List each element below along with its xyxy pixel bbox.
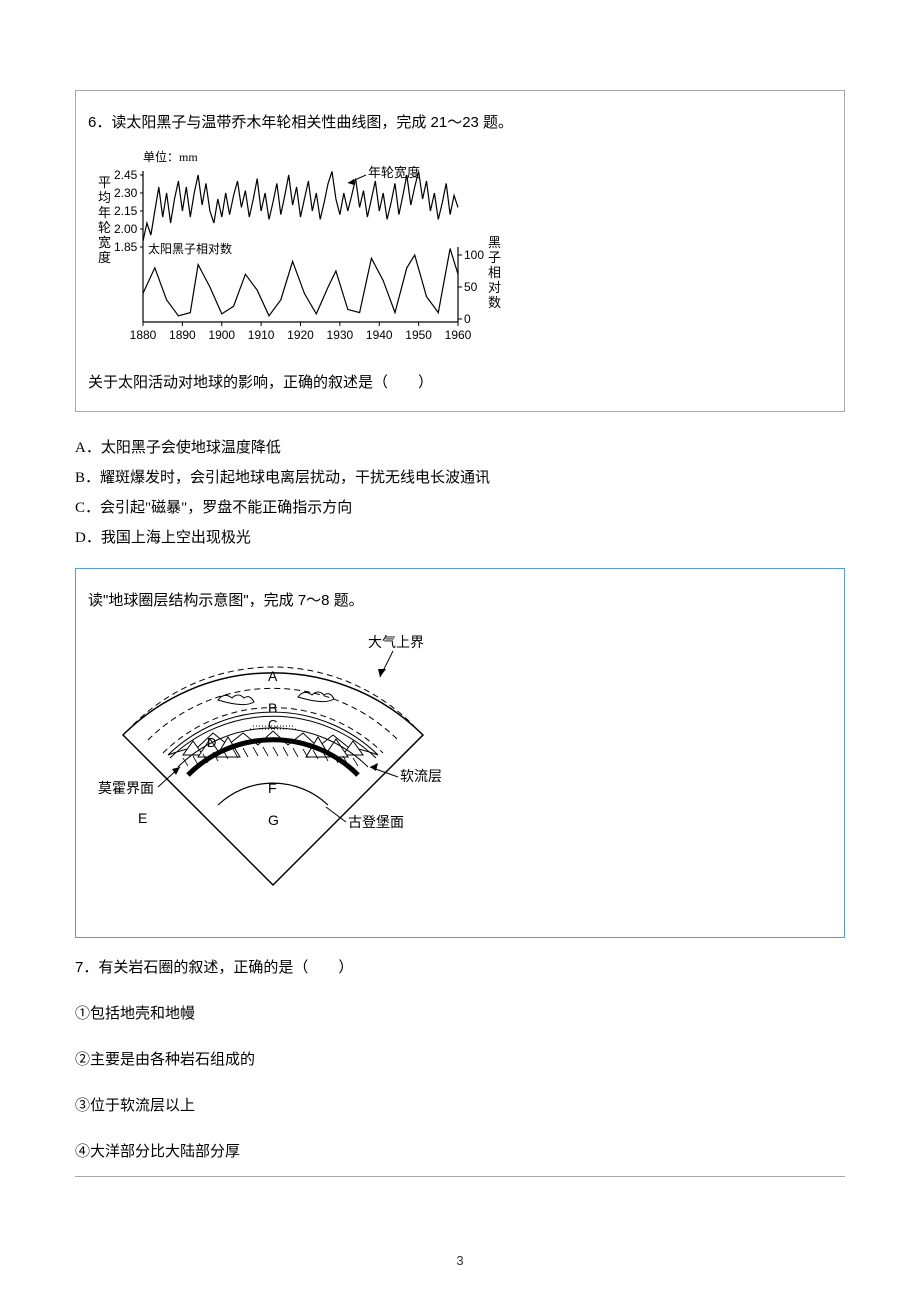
ytick-left-1: 2.30 <box>114 186 138 200</box>
label-F: F <box>268 780 277 796</box>
y-left-label-5: 宽 <box>98 235 111 250</box>
y-right-label-4: 对 <box>488 280 501 295</box>
y-left-label-3: 年 <box>98 205 111 220</box>
svg-text:1960: 1960 <box>445 328 472 342</box>
legend-top-arrow <box>348 179 354 185</box>
y-left-label-6: 度 <box>98 250 111 265</box>
label-G: G <box>268 812 279 828</box>
label-asthenosphere: 软流层 <box>400 769 442 785</box>
y-right-label-1: 黑 <box>488 235 501 250</box>
chart-unit-label: 单位：mm <box>143 149 198 164</box>
label-gutenberg: 古登堡面 <box>348 815 404 831</box>
ytick-left-4: 1.85 <box>114 240 138 254</box>
svg-text:1910: 1910 <box>248 328 275 342</box>
question-7-block: 7．有关岩石圈的叙述，正确的是（ ） ①包括地壳和地幔 ②主要是由各种岩石组成的… <box>75 956 845 1177</box>
ytick-right-1: 50 <box>464 280 478 294</box>
q6-option-a: A．太阳黑子会使地球温度降低 <box>75 436 845 460</box>
y-left-label-4: 轮 <box>98 220 111 235</box>
svg-text:1890: 1890 <box>169 328 196 342</box>
q6-title: 6．读太阳黑子与温带乔木年轮相关性曲线图，完成 21～23 题。 <box>88 111 832 135</box>
label-atmosphere-top: 大气上界 <box>368 635 424 651</box>
ytick-right-2: 0 <box>464 312 471 326</box>
q6-option-d: D．我国上海上空出现极光 <box>75 526 845 550</box>
question-6-block: 6．读太阳黑子与温带乔木年轮相关性曲线图，完成 21～23 题。 单位：mm 平… <box>75 90 845 412</box>
svg-text:1940: 1940 <box>366 328 393 342</box>
q6-option-c: C．会引起"磁暴"，罗盘不能正确指示方向 <box>75 496 845 520</box>
q6-chart: 单位：mm 平 均 年 轮 宽 度 2.45 2.30 2.15 2.00 1.… <box>88 147 832 357</box>
label-C: C <box>268 717 277 732</box>
q7-statement-4: ④大洋部分比大陆部分厚 <box>75 1140 845 1164</box>
y-left-label-1: 平 <box>98 175 111 190</box>
q7-statement-2: ②主要是由各种岩石组成的 <box>75 1048 845 1072</box>
q7-statement-3: ③位于软流层以上 <box>75 1094 845 1118</box>
sunspot-line <box>143 249 458 316</box>
q6-subquestion: 关于太阳活动对地球的影响，正确的叙述是（ ） <box>88 371 832 395</box>
label-moho: 莫霍界面 <box>98 781 154 797</box>
ytick-left-2: 2.15 <box>114 204 138 218</box>
label-A: A <box>268 668 278 684</box>
q7-title: 7．有关岩石圈的叙述，正确的是（ ） <box>75 956 845 980</box>
q7-statement-1: ①包括地壳和地幔 <box>75 1002 845 1026</box>
ytick-left-0: 2.45 <box>114 168 138 182</box>
svg-text:1950: 1950 <box>405 328 432 342</box>
legend-bottom: 太阳黑子相对数 <box>148 241 232 256</box>
earth-diagram-svg: 大气上界 A B <box>88 625 458 905</box>
tree-ring-line <box>143 171 458 241</box>
y-left-label-2: 均 <box>98 190 111 205</box>
q7-statements: ①包括地壳和地幔 ②主要是由各种岩石组成的 ③位于软流层以上 ④大洋部分比大陆部… <box>75 1002 845 1164</box>
ytick-right-0: 100 <box>464 248 484 262</box>
q6-options: A．太阳黑子会使地球温度降低 B．耀斑爆发时，会引起地球电离层扰动，干扰无线电长… <box>75 436 845 550</box>
svg-text:1920: 1920 <box>287 328 314 342</box>
q6-option-b: B．耀斑爆发时，会引起地球电离层扰动，干扰无线电长波通讯 <box>75 466 845 490</box>
atmos-arrow-head <box>378 669 386 677</box>
y-right-label-2: 子 <box>488 250 501 265</box>
earth-layers-diagram: 大气上界 A B <box>88 625 832 913</box>
q7-intro-title: 读"地球圈层结构示意图"，完成 7～8 题。 <box>88 589 832 613</box>
y-right-label-3: 相 <box>488 265 501 280</box>
page-number: 3 <box>456 1251 463 1272</box>
svg-text:1930: 1930 <box>327 328 354 342</box>
ytick-left-3: 2.00 <box>114 222 138 236</box>
y-right-label-5: 数 <box>488 295 501 310</box>
x-ticks-group: 1880 1890 1900 1910 1920 1930 1940 1950 1960 <box>130 322 472 342</box>
svg-text:1900: 1900 <box>208 328 235 342</box>
legend-top: 年轮宽度 <box>368 165 420 180</box>
svg-text:1880: 1880 <box>130 328 157 342</box>
question-7-intro-block: 读"地球圈层结构示意图"，完成 7～8 题。 大气上界 A <box>75 568 845 938</box>
q6-chart-svg: 单位：mm 平 均 年 轮 宽 度 2.45 2.30 2.15 2.00 1.… <box>88 147 508 357</box>
label-E: E <box>138 810 147 826</box>
